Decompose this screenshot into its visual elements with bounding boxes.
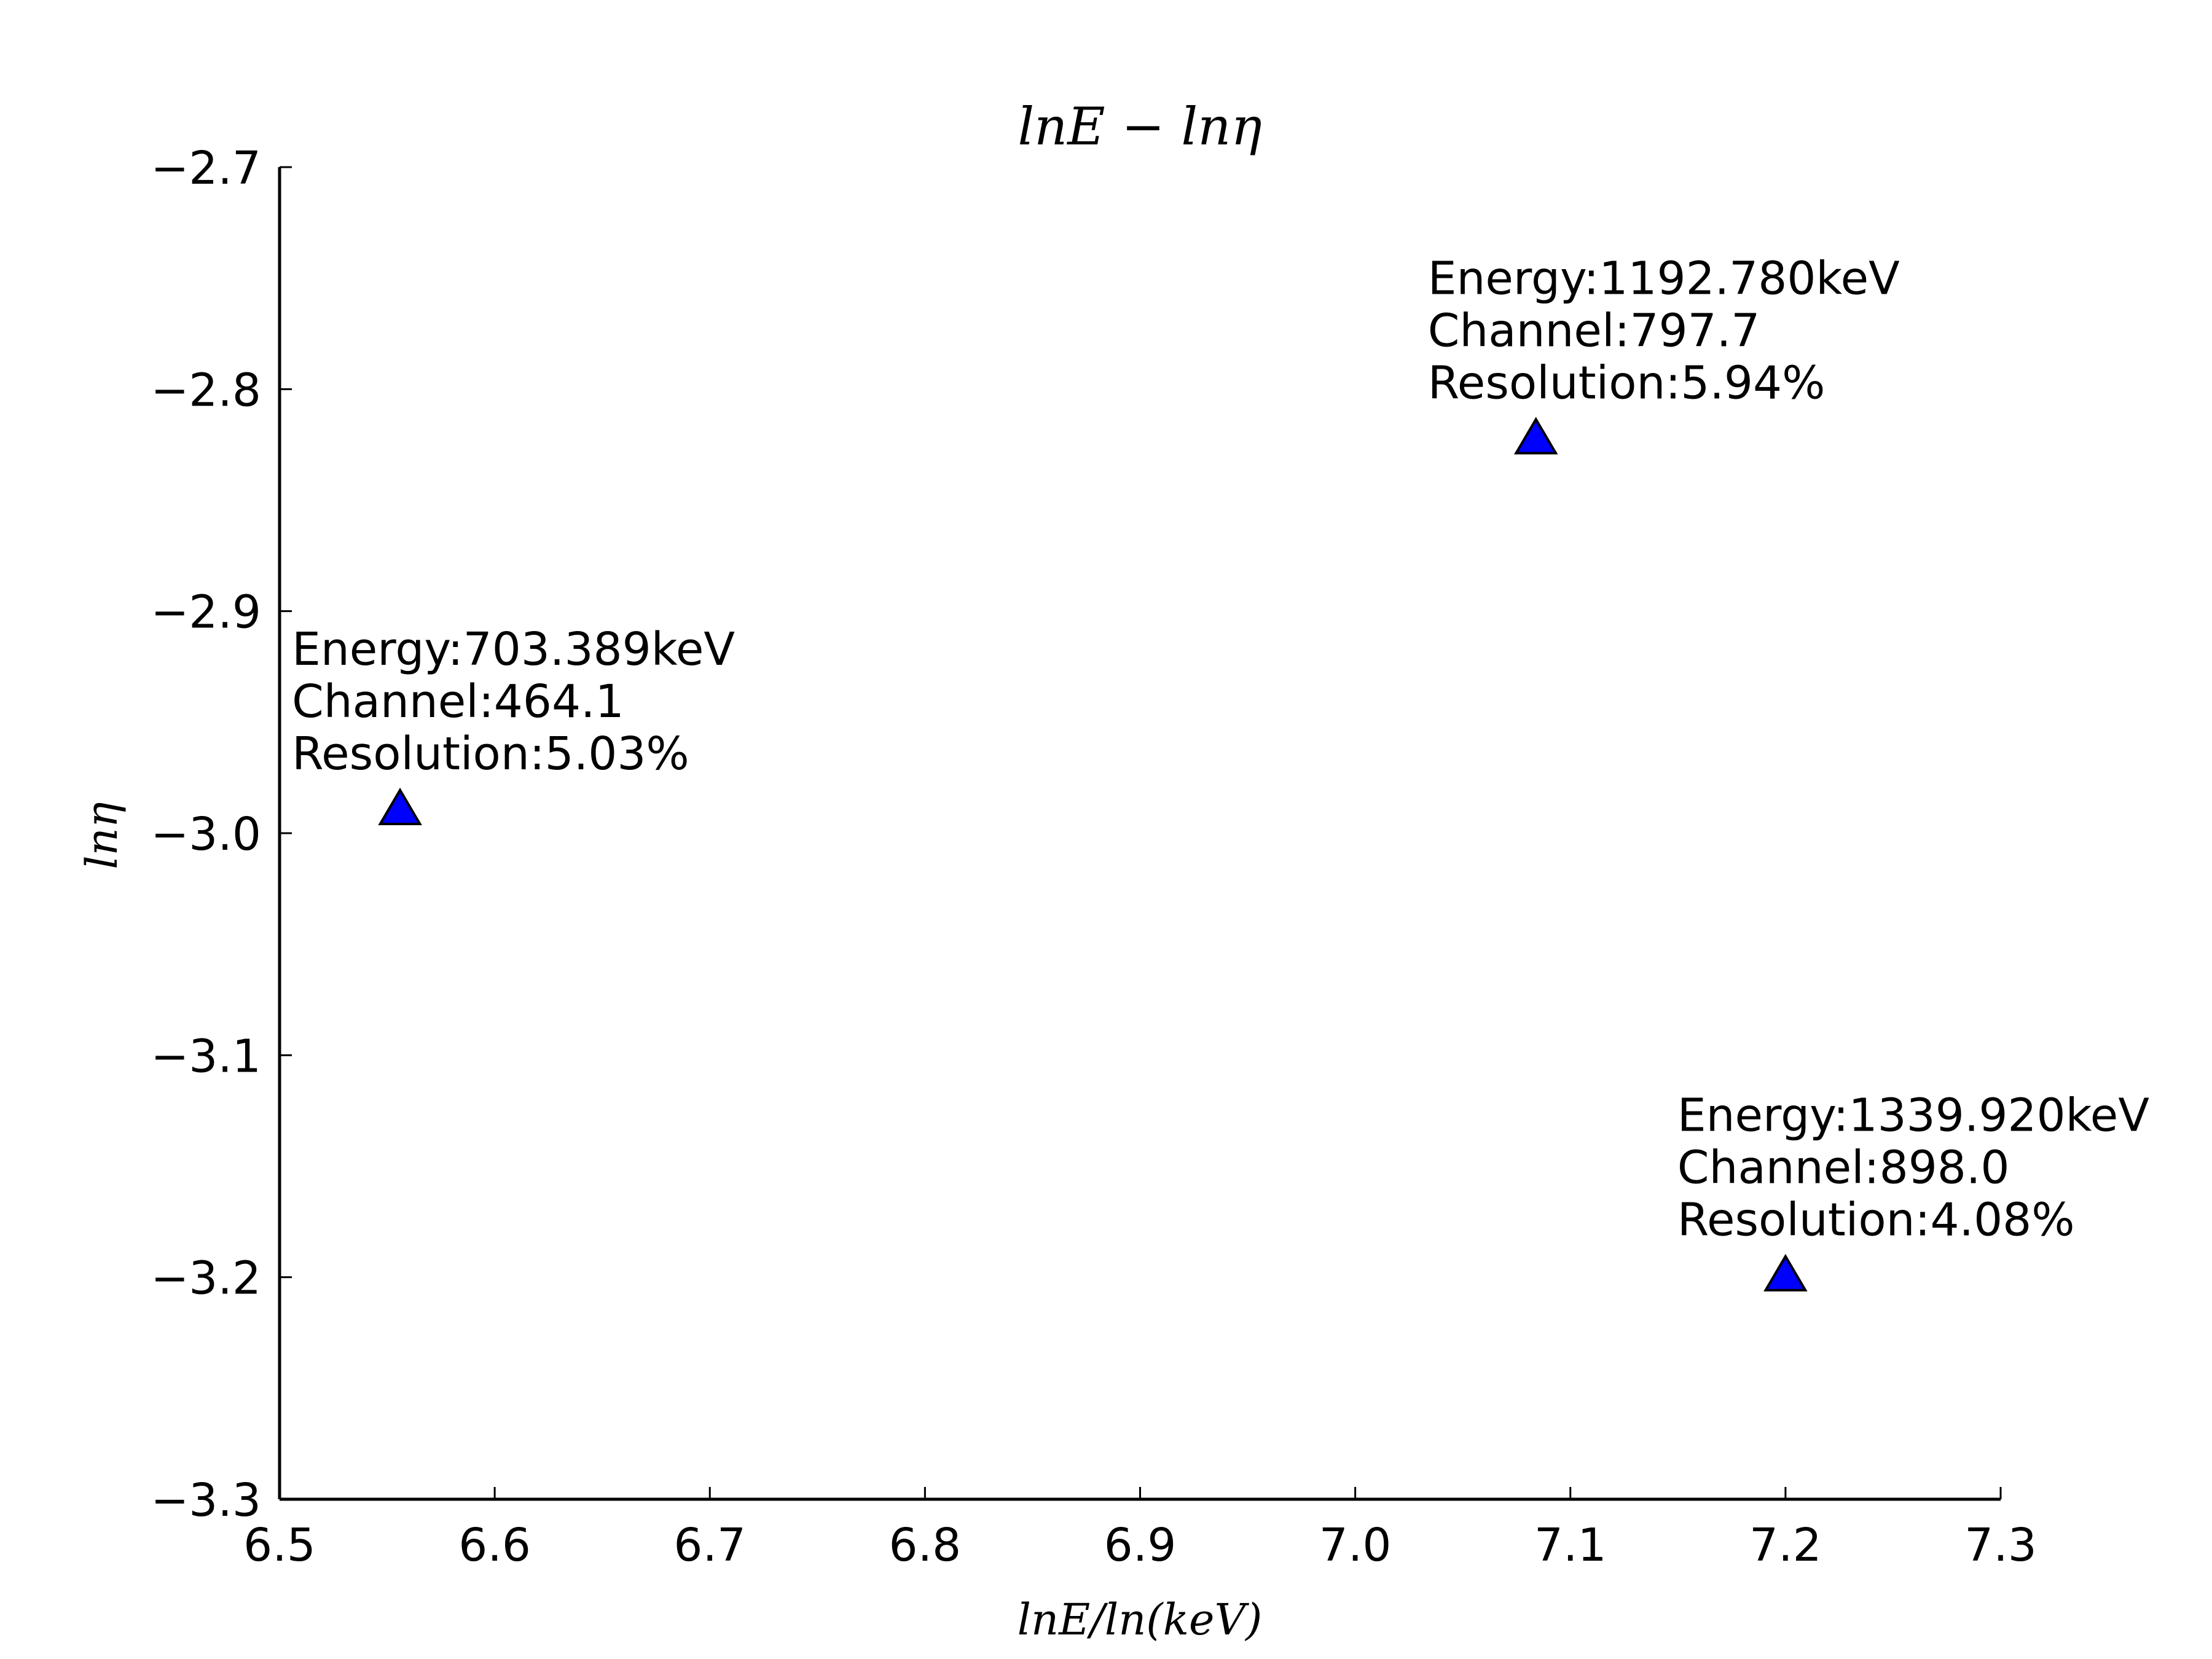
x-tick-label: 7.2 (1749, 1519, 1822, 1572)
data-point-2 (1513, 417, 1558, 455)
x-tick-label: 6.9 (1104, 1519, 1177, 1572)
data-point-1 (378, 787, 422, 825)
y-tick-label: −2.7 (151, 142, 261, 195)
point-3-annotation-line: Energy:1339.920keV (1677, 1089, 2149, 1142)
x-tick-label: 6.7 (673, 1519, 746, 1572)
y-tick-label: −3.2 (151, 1252, 261, 1305)
point-1-annotation-line: Channel:464.1 (292, 675, 624, 728)
point-3-annotation-line: Channel:898.0 (1677, 1142, 2010, 1194)
x-tick-label: 7.1 (1534, 1519, 1607, 1572)
y-tick-label: −3.0 (151, 808, 261, 861)
data-points (378, 417, 1808, 1292)
annotations: Energy:703.389keVChannel:464.1Resolution… (292, 252, 2149, 1246)
x-tick-label: 7.3 (1964, 1519, 2037, 1572)
ticks: 6.5 6.6 6.7 6.8 6.9 7.0 7.1 7.2 7.3 −2.7 −2.8 −2.9 −… (151, 142, 2037, 1572)
point-2-annotation-line: Resolution:5.94% (1428, 356, 1826, 409)
y-tick-label: −3.3 (151, 1474, 261, 1527)
point-2-annotation-line: Energy:1192.780keV (1428, 252, 1900, 305)
chart-title: lnE − lnη (1018, 96, 1261, 157)
point-3-annotation-line: Resolution:4.08% (1677, 1194, 2075, 1247)
point-2-annotation-line: Channel:797.7 (1428, 304, 1760, 357)
y-tick-label: −2.9 (151, 586, 261, 639)
point-1-annotation-line: Energy:703.389keV (292, 623, 735, 676)
data-point-3 (1763, 1253, 1808, 1292)
x-tick-label: 7.0 (1319, 1519, 1392, 1572)
y-axis-label: lnη (77, 802, 127, 869)
x-tick-label: 6.5 (243, 1519, 316, 1572)
x-tick-label: 6.6 (458, 1519, 531, 1572)
y-tick-label: −3.1 (151, 1030, 261, 1083)
x-tick-label: 6.8 (889, 1519, 962, 1572)
y-tick-label: −2.8 (151, 364, 261, 417)
point-1-annotation-line: Resolution:5.03% (292, 728, 689, 780)
x-axis-label: lnE/ln(keV) (1018, 1594, 1263, 1645)
